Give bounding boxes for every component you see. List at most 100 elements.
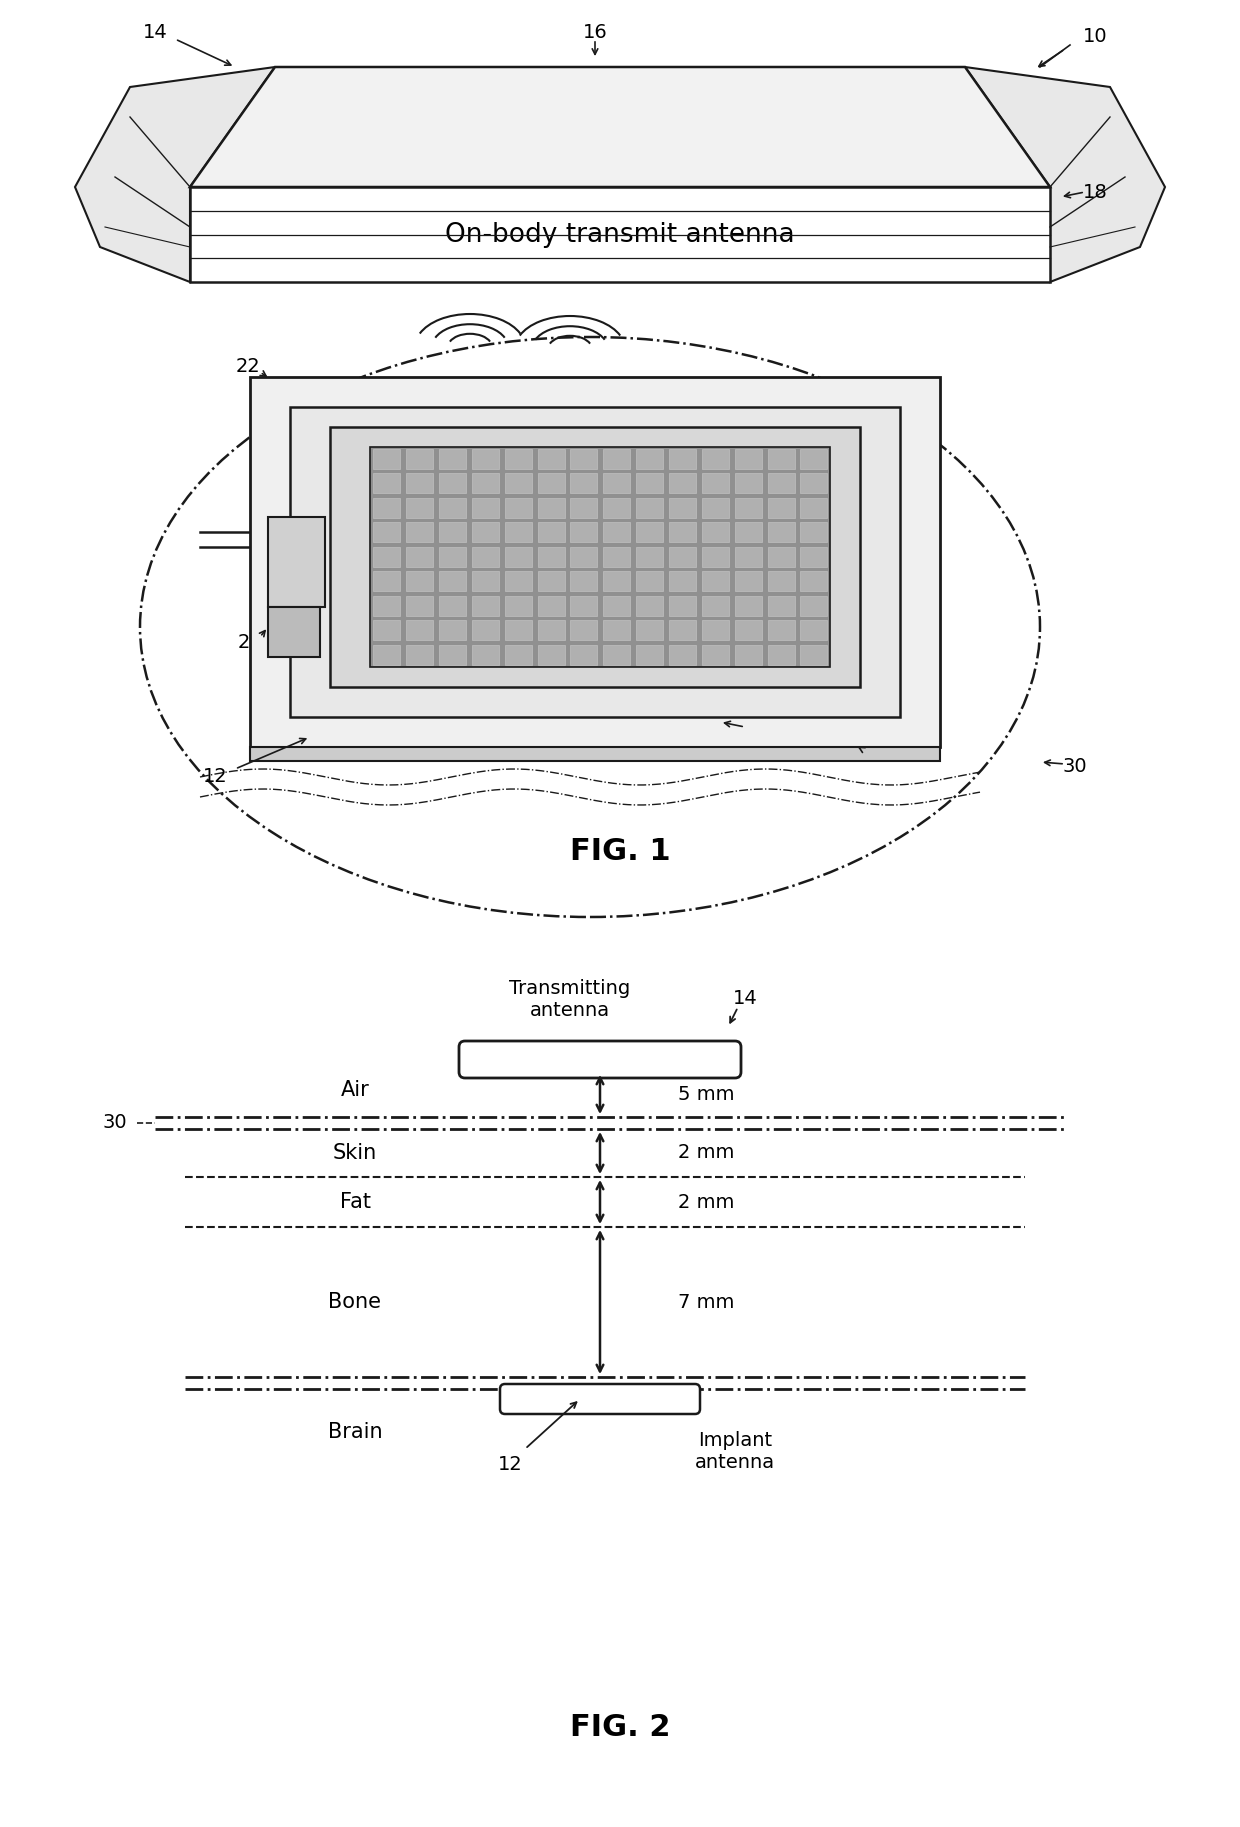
Polygon shape	[190, 186, 1050, 281]
Text: 2 mm: 2 mm	[678, 1144, 734, 1162]
Bar	[439, 596, 466, 616]
Bar	[702, 645, 729, 665]
Polygon shape	[290, 407, 900, 716]
Bar	[735, 473, 761, 493]
Bar	[407, 449, 433, 470]
Bar	[636, 497, 663, 517]
Bar	[670, 523, 696, 543]
Bar	[670, 473, 696, 493]
Text: Brain: Brain	[327, 1421, 382, 1442]
Bar	[735, 449, 761, 470]
Bar	[505, 645, 532, 665]
Bar	[407, 596, 433, 616]
Bar	[801, 523, 827, 543]
Bar	[768, 449, 795, 470]
Bar	[604, 645, 630, 665]
Bar	[472, 596, 498, 616]
Bar	[570, 497, 598, 517]
Bar	[801, 619, 827, 639]
Bar	[636, 546, 663, 566]
Bar	[373, 572, 401, 592]
Text: 22: 22	[236, 358, 260, 376]
Bar	[505, 596, 532, 616]
Bar	[604, 523, 630, 543]
Bar	[604, 497, 630, 517]
Bar	[472, 473, 498, 493]
Bar	[538, 449, 564, 470]
Bar	[538, 645, 564, 665]
Bar	[570, 546, 598, 566]
Bar	[768, 523, 795, 543]
Bar	[768, 645, 795, 665]
Bar	[670, 596, 696, 616]
Bar	[801, 645, 827, 665]
Bar	[407, 645, 433, 665]
Bar	[570, 596, 598, 616]
Bar	[604, 546, 630, 566]
Bar	[570, 645, 598, 665]
Bar	[472, 523, 498, 543]
Text: Fat: Fat	[340, 1191, 371, 1211]
Text: 30: 30	[103, 1113, 128, 1133]
Polygon shape	[330, 428, 861, 687]
Bar	[801, 596, 827, 616]
Bar	[768, 473, 795, 493]
Bar	[670, 546, 696, 566]
Bar	[636, 572, 663, 592]
Bar	[439, 546, 466, 566]
Text: Air: Air	[341, 1080, 370, 1100]
Bar	[538, 596, 564, 616]
Bar	[407, 572, 433, 592]
Bar	[735, 572, 761, 592]
Bar	[407, 619, 433, 639]
Bar	[768, 596, 795, 616]
Text: 5 mm: 5 mm	[678, 1085, 734, 1104]
Bar	[768, 572, 795, 592]
Text: 10: 10	[1083, 27, 1107, 46]
Bar	[636, 619, 663, 639]
Text: 12: 12	[202, 767, 227, 786]
Bar	[604, 619, 630, 639]
Bar	[636, 449, 663, 470]
Text: 14: 14	[143, 22, 167, 42]
Text: 2 mm: 2 mm	[678, 1193, 734, 1211]
Polygon shape	[268, 607, 320, 658]
Bar	[702, 546, 729, 566]
Bar	[472, 546, 498, 566]
Bar	[373, 449, 401, 470]
Polygon shape	[250, 747, 940, 762]
Polygon shape	[965, 68, 1166, 281]
Bar	[735, 645, 761, 665]
Bar	[505, 449, 532, 470]
FancyBboxPatch shape	[500, 1385, 701, 1414]
Text: Transmitting
antenna: Transmitting antenna	[510, 979, 631, 1019]
Text: Implant
antenna: Implant antenna	[694, 1431, 775, 1473]
Bar	[407, 497, 433, 517]
Bar	[735, 497, 761, 517]
Bar	[735, 523, 761, 543]
Polygon shape	[74, 68, 275, 281]
Text: 16: 16	[583, 22, 608, 42]
Bar	[472, 572, 498, 592]
Bar	[735, 619, 761, 639]
Bar	[505, 523, 532, 543]
Text: 24: 24	[238, 632, 263, 652]
Bar	[670, 449, 696, 470]
Bar	[373, 645, 401, 665]
Bar	[538, 497, 564, 517]
Bar	[702, 497, 729, 517]
Bar	[670, 645, 696, 665]
Bar	[505, 497, 532, 517]
Bar	[604, 473, 630, 493]
Bar	[439, 523, 466, 543]
Bar	[407, 546, 433, 566]
Bar	[373, 473, 401, 493]
Bar	[407, 473, 433, 493]
Bar	[604, 572, 630, 592]
Bar	[604, 449, 630, 470]
Bar	[373, 619, 401, 639]
Polygon shape	[370, 448, 830, 667]
Bar	[439, 619, 466, 639]
Text: Bone: Bone	[329, 1292, 382, 1312]
Polygon shape	[268, 517, 325, 607]
